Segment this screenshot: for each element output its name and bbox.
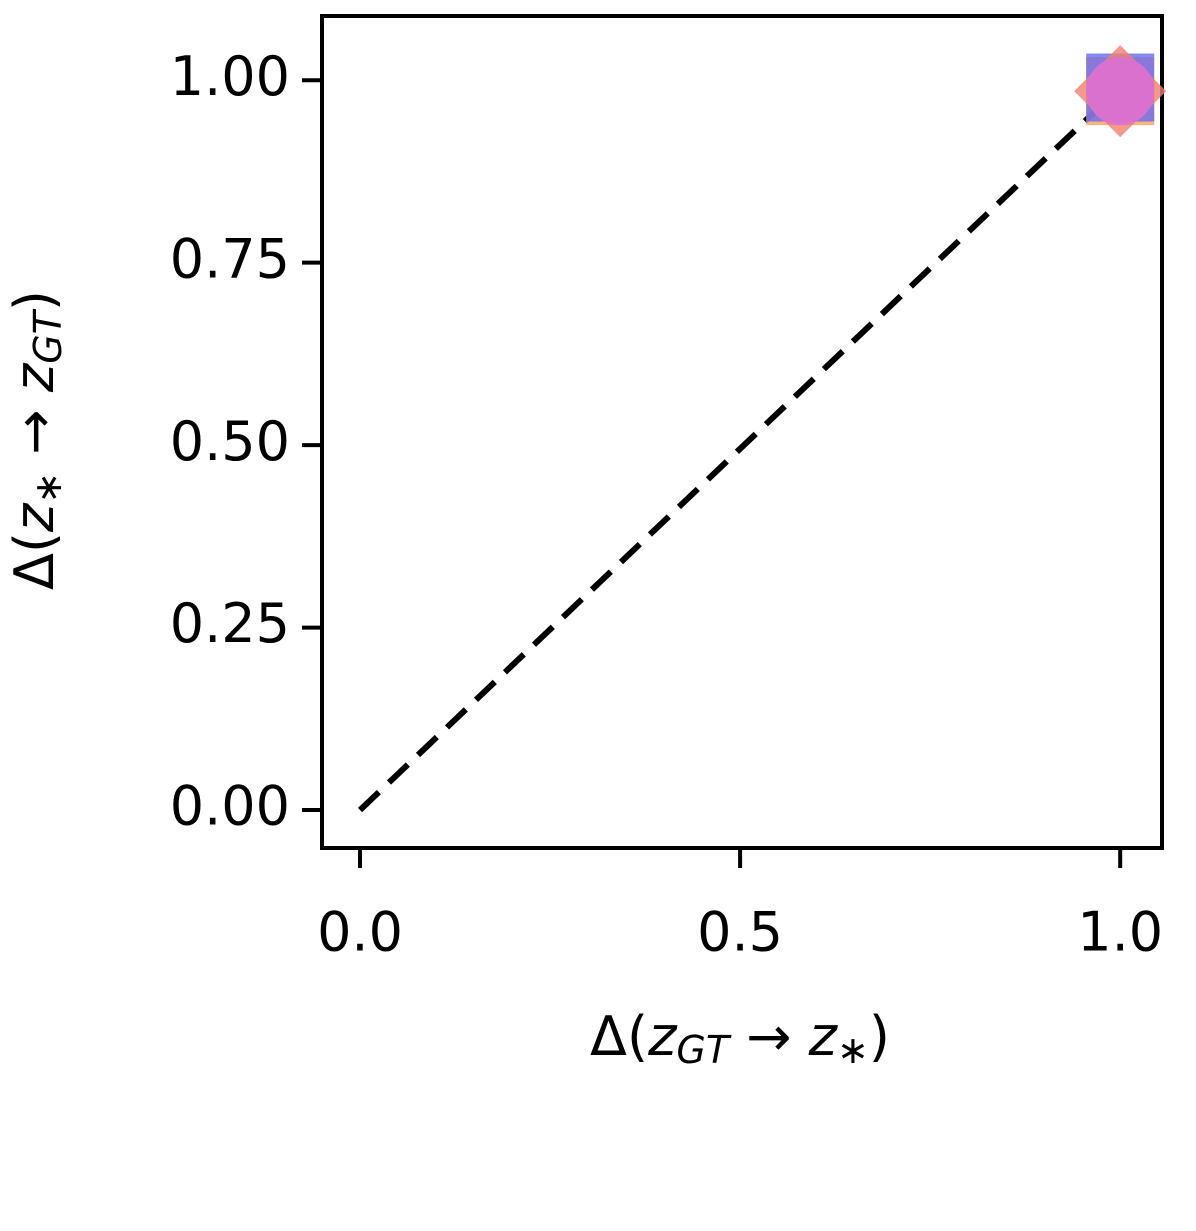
label-part: Δ( [3,532,66,590]
y-tick-label: 0.75 [170,227,290,290]
y-tick-label: 0.00 [170,775,290,838]
x-tick-label: 0.0 [317,901,403,964]
label-part: z [3,502,66,533]
label-part: GT [676,1028,731,1072]
y-tick-label: 0.50 [170,410,290,473]
label-part: z [647,1005,678,1068]
label-part: ) [3,290,66,311]
label-part: Δ( [590,1005,648,1068]
label-part: z [808,1005,839,1068]
x-tick-label: 1.0 [1077,901,1163,964]
label-part: z [3,362,66,393]
y-tick-label: 1.00 [170,45,290,108]
y-tick-label: 0.25 [170,592,290,655]
label-part: GT [26,308,70,363]
label-part: ) [869,1005,890,1068]
label-part: → [3,392,66,472]
reference-line [357,85,1123,813]
point [1086,57,1155,126]
label-part: ∗ [26,472,70,504]
label-part: ∗ [837,1028,869,1072]
x-axis-label: Δ(zGT → z∗) [590,1005,890,1072]
y-axis-label: Δ(z∗ → zGT) [3,290,70,590]
x-tick-label: 0.5 [697,901,783,964]
label-part: → [729,1005,809,1068]
